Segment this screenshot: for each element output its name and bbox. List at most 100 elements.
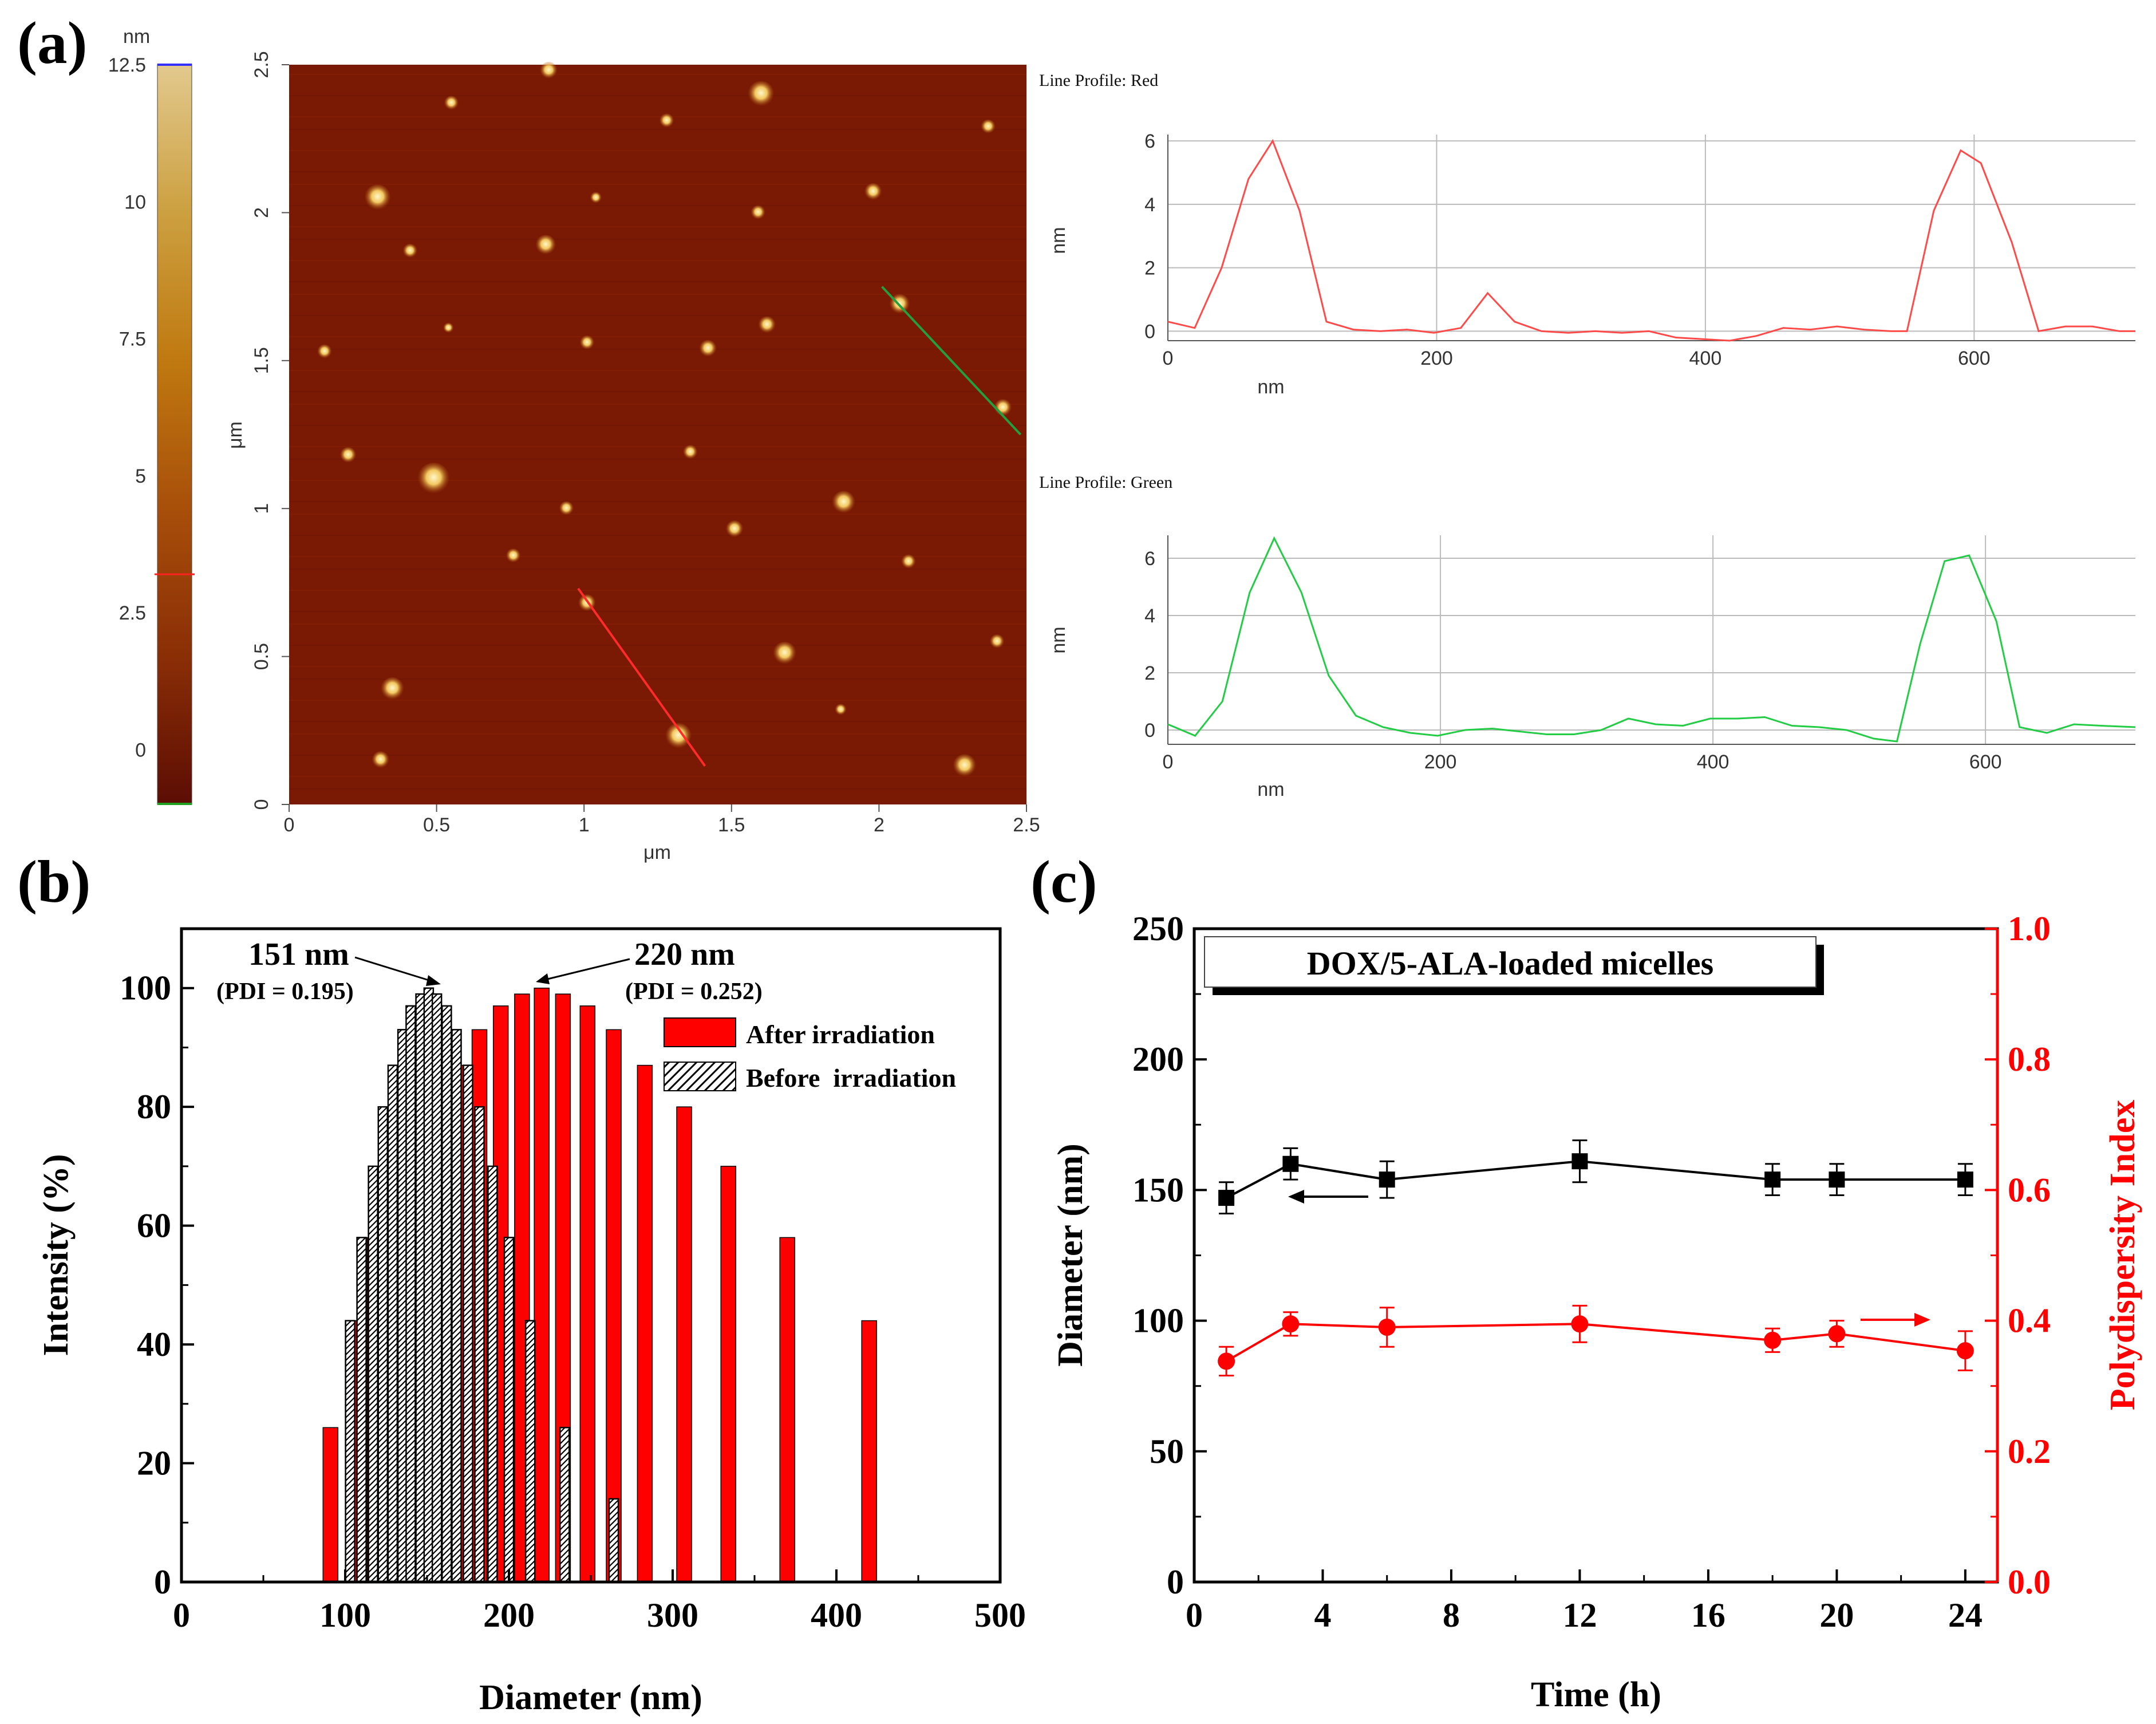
colorbar-tick-label: 0	[135, 739, 146, 761]
afm-particle	[901, 554, 916, 570]
profile-red-trace	[1167, 139, 2135, 342]
b-x-tick-label: 400	[811, 1596, 862, 1634]
b-annotation-after: 220 nm (PDI = 0.252)	[536, 937, 763, 1005]
before-irradiation-bar	[356, 1237, 367, 1583]
pdi-axis-arrowhead	[1914, 1313, 1930, 1327]
b-annotation-after-arrowhead	[536, 973, 550, 984]
after-irradiation-bar	[322, 1427, 339, 1583]
afm-particle	[989, 634, 1005, 649]
c-pdi-point	[1764, 1331, 1782, 1349]
afm-particle	[539, 61, 558, 80]
afm-particle	[317, 344, 332, 360]
afm-particle	[699, 340, 717, 358]
c-y2-tick-label: 0.0	[2008, 1563, 2051, 1601]
c-y2-axis-title: Polydispersity Index	[2103, 1100, 2142, 1411]
before-irradiation-bar	[503, 1237, 515, 1583]
c-y2-tick-label: 0.2	[2008, 1433, 2051, 1470]
afm-colorbar: nm 12.5 10 7.5 5 2.5 0	[108, 26, 195, 805]
c-diameter-point	[1218, 1190, 1235, 1206]
b-y-tick-label: 60	[137, 1207, 171, 1245]
legend-before-swatch	[664, 1062, 736, 1091]
before-irradiation-bar	[474, 1106, 485, 1583]
afm-particle	[751, 205, 766, 220]
c-y2-tick-label: 0.8	[2008, 1040, 2051, 1078]
afm-particle	[953, 754, 977, 778]
b-annotation-after-arrow	[540, 958, 630, 982]
stability-chart: 0 4 8 12 16 20 24 0 50 100 150 200 250 0.0 0.2 0.4 0.6 0.…	[1051, 910, 2142, 1714]
afm-x-tick-label: 2.5	[1013, 814, 1040, 836]
profile-x-tick-label: 200	[1420, 348, 1453, 369]
before-irradiation-bar	[559, 1427, 570, 1583]
colorbar-tick-label: 7.5	[119, 329, 146, 350]
c-series-line	[1226, 1323, 1966, 1363]
b-annotation-after-size: 220 nm	[634, 937, 735, 972]
afm-particle	[402, 243, 418, 259]
profile-y-tick-label: 6	[1144, 548, 1155, 570]
profile-red-y-label: nm	[1048, 227, 1069, 254]
colorbar-tick-label: 12.5	[108, 54, 146, 76]
b-x-tick-label: 500	[974, 1596, 1026, 1634]
c-y-tick-label: 150	[1132, 1171, 1184, 1209]
panel-label-c: (c)	[1030, 848, 1097, 915]
legend-before-label: Before irradiation	[746, 1063, 956, 1092]
profile-red-title: Line Profile: Red	[1039, 71, 1158, 90]
c-y-tick-label: 100	[1132, 1302, 1184, 1340]
after-irradiation-bar	[579, 1005, 596, 1583]
b-y-tick-label: 100	[120, 969, 171, 1007]
profile-x-tick-label: 200	[1424, 751, 1457, 773]
b-annotation-before-arrowhead	[426, 975, 441, 986]
afm-scan-area	[289, 65, 1026, 804]
afm-y-label: μm	[224, 421, 246, 449]
before-irradiation-bar	[345, 1320, 356, 1583]
c-series-line	[1226, 1160, 1965, 1199]
afm-particle	[758, 316, 776, 334]
afm-height-image: 0 0.5 1 1.5 2 2.5 0 0.5 1 1.5 2 2.5 μm μm	[224, 51, 1040, 863]
b-y-axis-title: Intensity (%)	[37, 1154, 76, 1356]
c-diameter-point	[1764, 1171, 1781, 1188]
afm-particle	[835, 704, 847, 716]
afm-y-tick-label: 2	[251, 207, 273, 218]
afm-x-tick-label: 0	[284, 814, 295, 836]
before-irradiation-bar	[368, 1165, 378, 1583]
c-y-tick-label: 50	[1150, 1433, 1184, 1470]
c-pdi-point	[1571, 1315, 1589, 1333]
b-x-tick-label: 100	[319, 1596, 371, 1634]
after-irradiation-bar	[606, 1029, 622, 1583]
c-plot-frame	[1192, 927, 1999, 1584]
afm-particle	[659, 113, 674, 129]
afm-particle	[831, 491, 856, 515]
colorbar-gradient	[157, 64, 192, 805]
panel-label-a: (a)	[17, 9, 87, 76]
b-annotation-before: 151 nm (PDI = 0.195)	[216, 937, 441, 1005]
profile-green-x-label: nm	[1257, 779, 1284, 800]
c-y-tick-label: 200	[1132, 1040, 1184, 1078]
afm-particle	[364, 184, 391, 211]
afm-particle	[417, 463, 450, 495]
b-y-tick-label: 0	[154, 1563, 171, 1601]
c-x-tick-label: 16	[1691, 1596, 1725, 1634]
profile-y-tick-label: 2	[1144, 662, 1155, 684]
afm-particle	[748, 81, 775, 108]
colorbar-tick-label: 5	[135, 465, 146, 487]
c-y2-tick-label: 0.6	[2008, 1171, 2051, 1209]
before-irradiation-bar	[441, 1005, 452, 1583]
afm-particle	[682, 445, 698, 460]
c-diameter-point	[1957, 1171, 1973, 1188]
after-irradiation-bar	[637, 1064, 653, 1583]
afm-particle	[590, 192, 602, 204]
profile-x-tick-label: 0	[1163, 348, 1174, 369]
afm-particle	[981, 119, 996, 135]
c-diameter-point	[1379, 1171, 1395, 1188]
before-irradiation-bar	[405, 1005, 416, 1583]
b-annotation-before-pdi: (PDI = 0.195)	[216, 979, 354, 1005]
afm-particle	[372, 751, 390, 769]
afm-particle	[559, 501, 574, 516]
before-irradiation-bar	[487, 1165, 498, 1583]
before-irradiation-bar	[524, 1320, 536, 1583]
profile-x-tick-label: 600	[1958, 348, 1991, 369]
b-y-tick-label: 40	[137, 1325, 171, 1363]
afm-y-tick-label: 0.5	[251, 643, 273, 670]
profile-x-tick-label: 0	[1163, 751, 1174, 773]
afm-y-tick-label: 0	[251, 799, 273, 810]
legend-after-swatch	[664, 1017, 736, 1047]
